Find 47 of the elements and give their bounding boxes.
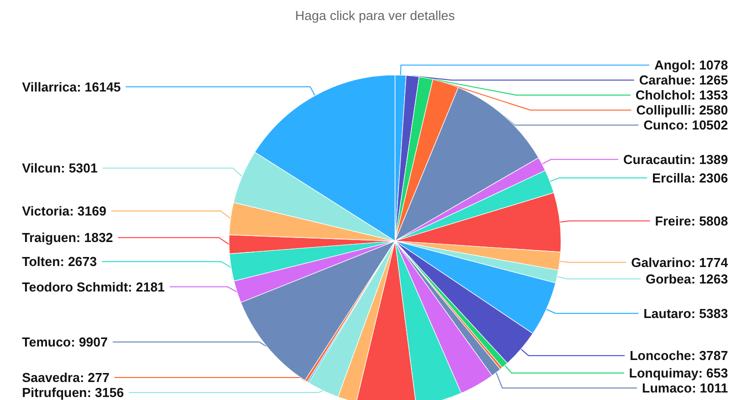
data-label: : 1263 [691,271,728,286]
data-label: : 1389 [691,152,728,167]
slice-label: Temuco [22,334,71,350]
data-label: : 9907 [70,334,108,350]
slice-label: Tolten [22,254,60,270]
slice-label: Lautaro [643,306,692,321]
data-label: : 1774 [691,254,729,270]
slice-label: Freire [655,213,692,228]
slice-label: Loncoche [630,348,692,364]
data-label: : 1078 [691,58,728,73]
data-label: : 1265 [691,72,728,88]
slice-label: Lumaco [642,380,692,396]
slice-label: Villarrica [22,79,78,94]
slice-label: Vilcun [22,160,61,176]
slice-label: Saavedra [22,370,81,385]
slice-label: Pitrufquen [22,385,88,400]
slice-label: Curacautin [623,152,692,167]
slice-label: Gorbea [646,271,692,286]
slice-label: Teodoro Schmidt [22,279,129,294]
data-label: : 5301 [60,160,98,176]
data-label: : 5383 [691,306,728,321]
slice-label: Lonquimay [629,365,700,380]
data-label: : 3156 [86,385,124,400]
chart-subtitle: Haga click para ver detalles [295,8,456,23]
data-label: : 3787 [691,348,728,364]
slice-label: Cunco [643,118,684,133]
data-label: : 2580 [691,102,728,118]
slice-label: Victoria [22,204,70,219]
slice-label: Carahue [639,72,692,88]
data-label: : 3169 [69,204,106,219]
data-label: : 1832 [76,230,114,246]
slice-label: Cholchol [636,88,692,103]
data-label: : 277 [80,370,110,385]
data-label: : 16145 [76,79,121,94]
data-label: : 1353 [691,88,728,103]
data-label: : 5808 [691,213,728,228]
slice-label: Ercilla [652,170,692,186]
data-label: : 2673 [60,254,97,270]
slice-label: Angol [654,58,692,73]
slice-label: Galvarino [631,254,692,270]
data-label: : 1011 [692,380,728,396]
slice-label: Collipulli [636,102,692,118]
data-label: : 653 [698,365,728,380]
slice-label: Traiguen [22,230,76,246]
data-label: : 10502 [684,118,728,133]
data-label: : 2306 [691,170,728,186]
data-label: : 2181 [128,279,165,294]
